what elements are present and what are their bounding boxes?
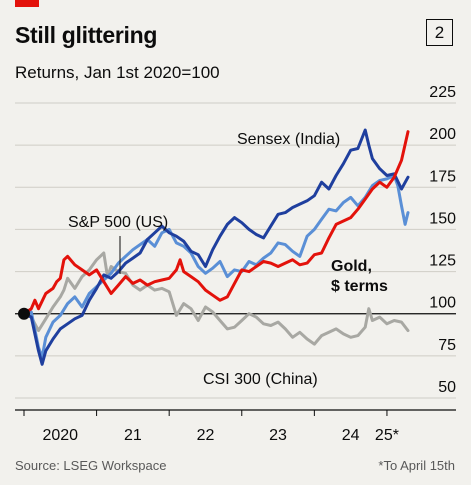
baseline-start-marker <box>18 307 30 320</box>
chart-subtitle: Returns, Jan 1st 2020=100 <box>15 63 220 82</box>
source-note: Source: LSEG Workspace <box>15 458 167 473</box>
y-axis-ticks: 50 75 100 125 150 175 200 225 <box>429 84 456 396</box>
y-tick-label: 50 <box>438 379 456 396</box>
series-lines <box>22 128 410 366</box>
series-label-gold-line2: $ terms <box>331 278 388 295</box>
y-tick-label: 75 <box>438 337 456 354</box>
x-tick-label: 23 <box>269 427 287 444</box>
series-line-gold-terms <box>22 130 410 316</box>
series-label-gold-line1: Gold, <box>331 258 372 275</box>
y-tick-label: 225 <box>429 84 456 101</box>
chart-number-badge: 2 <box>426 19 453 46</box>
series-label-sp500: S&P 500 (US) <box>68 214 168 231</box>
x-axis-ticks: 2020 21 22 23 24 25* <box>15 409 456 444</box>
footnote: *To April 15th <box>378 458 455 473</box>
series-line-s-p-500-us <box>22 174 410 359</box>
y-tick-label: 175 <box>429 168 456 185</box>
chart-title: Still glittering <box>15 22 158 48</box>
series-line-sensex-india <box>22 128 410 366</box>
x-tick-label: 25* <box>375 427 399 444</box>
y-tick-label: 150 <box>429 210 456 227</box>
x-tick-label: 2020 <box>42 427 78 444</box>
series-label-csi300: CSI 300 (China) <box>203 371 318 388</box>
x-tick-label: 21 <box>124 427 142 444</box>
y-tick-label: 100 <box>429 295 456 312</box>
series-labels: Sensex (India) S&P 500 (US) Gold, $ term… <box>68 131 388 388</box>
brand-accent-bar <box>15 0 39 7</box>
series-label-sensex: Sensex (India) <box>237 131 340 148</box>
x-tick-label: 24 <box>342 427 360 444</box>
y-tick-label: 200 <box>429 126 456 143</box>
gridlines <box>15 102 456 399</box>
series-line-csi-300-china <box>22 251 410 346</box>
y-tick-label: 125 <box>429 253 456 270</box>
x-tick-label: 22 <box>197 427 215 444</box>
